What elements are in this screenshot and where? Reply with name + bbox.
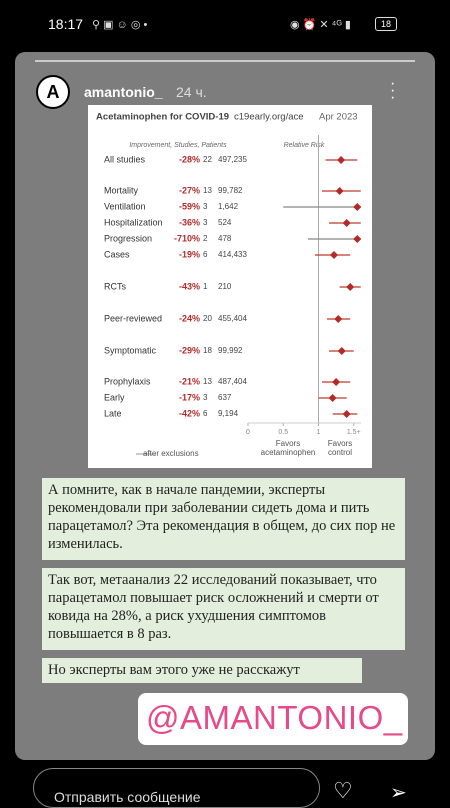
patients: 210	[218, 282, 232, 291]
estimate	[332, 378, 341, 386]
plot-date: Apr 2023	[319, 112, 358, 123]
estimate	[337, 347, 346, 355]
reply-input[interactable]: Отправить сообщение	[33, 768, 320, 808]
text-block: Так вот, метаанализ 22 исследований пока…	[42, 568, 405, 650]
plot-title: Acetaminophen for COVID-19	[96, 112, 229, 123]
estimate	[328, 394, 337, 402]
estimate	[334, 315, 343, 323]
forest-plot: Acetaminophen for COVID-19 c19early.org/…	[88, 105, 372, 468]
favors-left: Favors acetaminophen	[260, 439, 316, 457]
row-label: All studies	[104, 154, 146, 164]
improvement: -36%	[179, 217, 200, 227]
row-label: Cases	[104, 249, 130, 259]
favors-right: Favors control	[327, 439, 353, 457]
studies: 20	[203, 314, 212, 323]
studies: 3	[203, 202, 208, 211]
like-button[interactable]: ♡	[333, 778, 353, 803]
row-label: RCTs	[104, 281, 126, 291]
legend: after exclusions	[143, 449, 199, 458]
patients: 497,235	[218, 155, 247, 164]
improvement: -19%	[179, 249, 200, 259]
estimate	[337, 156, 346, 164]
estimate	[335, 187, 344, 195]
studies: 3	[203, 393, 208, 402]
patients: 455,404	[218, 314, 247, 323]
battery: 18	[375, 17, 397, 31]
patients: 478	[218, 234, 232, 243]
improvement: -28%	[179, 154, 200, 164]
text-block: А помните, как в начале пандемии, экспер…	[42, 478, 405, 560]
improvement: -17%	[179, 392, 200, 402]
axis-title: Relative Risk	[284, 142, 325, 149]
row-label: Progression	[104, 233, 152, 243]
row-label: Peer-reviewed	[104, 313, 162, 323]
username[interactable]: amantonio_	[84, 84, 163, 100]
studies: 22	[203, 155, 212, 164]
mention-sticker[interactable]: @AMANTONIO_	[138, 693, 408, 745]
studies: 6	[203, 250, 208, 259]
progress-bar	[35, 60, 415, 62]
improvement: -59%	[179, 201, 200, 211]
improvement: -710%	[174, 233, 200, 243]
x-tick-label: 0.5	[278, 429, 288, 436]
improvement: -42%	[179, 408, 200, 418]
system-icons: ◉ ⏰ ✕ ⁴ᴳ ▮	[290, 19, 351, 31]
row-label: Hospitalization	[104, 217, 163, 227]
studies: 6	[203, 409, 208, 418]
x-tick-label: 1	[317, 429, 321, 436]
mention[interactable]: @AMANTONIO_	[146, 699, 403, 736]
estimate	[353, 235, 362, 243]
studies: 13	[203, 377, 212, 386]
avatar[interactable]: A	[36, 75, 70, 109]
patients: 99,782	[218, 186, 243, 195]
improvement: -43%	[179, 281, 200, 291]
plot-source: c19early.org/ace	[234, 112, 304, 123]
row-label: Symptomatic	[104, 345, 157, 355]
x-tick-label: 1.5+	[347, 429, 361, 436]
patients: 487,404	[218, 377, 247, 386]
patients: 99,992	[218, 346, 243, 355]
placeholder: Отправить сообщение	[54, 789, 201, 805]
improvement: -24%	[179, 313, 200, 323]
status-bar: 18:17 ⚲ ▣ ☺ ◎ • ◉ ⏰ ✕ ⁴ᴳ ▮ 18	[0, 0, 450, 52]
row-label: Prophylaxis	[104, 376, 151, 386]
time-ago: 24 ч.	[176, 84, 207, 100]
column-header: Improvement, Studies, Patients	[129, 142, 227, 149]
estimate	[353, 203, 362, 211]
patients: 9,194	[218, 409, 239, 418]
studies: 1	[203, 282, 208, 291]
row-label: Early	[104, 392, 125, 402]
improvement: -21%	[179, 376, 200, 386]
patients: 414,433	[218, 250, 247, 259]
patients: 1,642	[218, 202, 239, 211]
estimate	[330, 251, 339, 259]
studies: 3	[203, 218, 208, 227]
text-block: Но эксперты вам этого уже не расскажут	[42, 658, 362, 683]
studies: 2	[203, 234, 208, 243]
status-icons: ⚲ ▣ ☺ ◎ •	[92, 19, 148, 31]
estimate	[346, 283, 355, 291]
row-label: Late	[104, 408, 122, 418]
menu[interactable]: · · ·	[390, 75, 396, 106]
send-button[interactable]: ➢	[390, 782, 407, 804]
studies: 18	[203, 346, 212, 355]
patients: 637	[218, 393, 232, 402]
improvement: -29%	[179, 345, 200, 355]
time: 18:17	[48, 16, 84, 32]
improvement: -27%	[179, 185, 200, 195]
row-label: Ventilation	[104, 201, 146, 211]
estimate	[342, 410, 351, 418]
plot-svg: Acetaminophen for COVID-19 c19early.org/…	[96, 112, 362, 458]
studies: 13	[203, 186, 212, 195]
estimate	[342, 219, 351, 227]
patients: 524	[218, 218, 232, 227]
row-label: Mortality	[104, 185, 139, 195]
x-tick-label: 0	[246, 429, 250, 436]
